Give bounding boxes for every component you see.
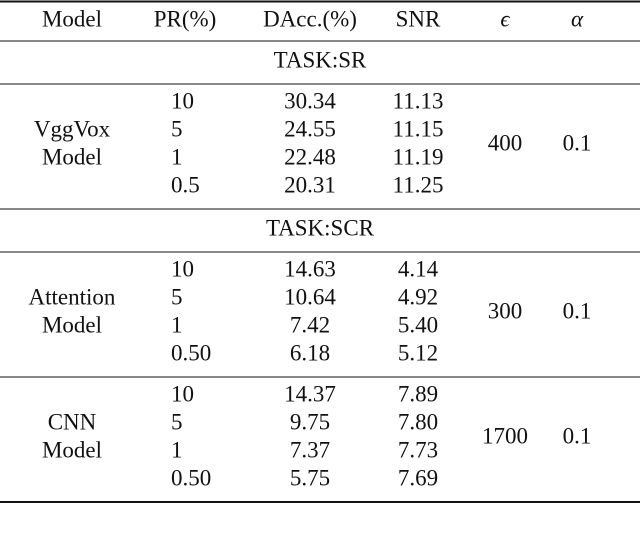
model-name: Model [42, 144, 102, 169]
alpha-cell: 0.1 [563, 423, 592, 448]
column-header: DAcc.(%) [263, 6, 357, 31]
column-header: SNR [396, 6, 441, 31]
task-label: TASK:SR [274, 47, 367, 72]
epsilon-cell: 400 [488, 130, 523, 155]
snr-cell: 7.89 [398, 381, 438, 406]
snr-cell: 5.12 [398, 340, 438, 365]
pr-cell: 5 [171, 116, 183, 141]
dacc-cell: 7.42 [290, 312, 330, 337]
dacc-cell: 5.75 [290, 465, 330, 490]
model-name: Model [42, 312, 102, 337]
pr-cell: 1 [171, 144, 183, 169]
pr-cell: 10 [171, 88, 194, 113]
snr-cell: 7.69 [398, 465, 438, 490]
dacc-cell: 9.75 [290, 409, 330, 434]
pr-cell: 1 [171, 437, 183, 462]
snr-cell: 11.15 [393, 116, 444, 141]
pr-cell: 10 [171, 256, 194, 281]
dacc-cell: 14.63 [284, 256, 336, 281]
snr-cell: 7.73 [398, 437, 438, 462]
model-name: Model [42, 437, 102, 462]
pr-cell: 5 [171, 409, 183, 434]
model-name: CNN [48, 409, 97, 434]
snr-cell: 5.40 [398, 312, 438, 337]
dacc-cell: 14.37 [284, 381, 336, 406]
dacc-cell: 30.34 [284, 88, 336, 113]
model-name: Attention [29, 284, 116, 309]
snr-cell: 4.14 [398, 256, 439, 281]
pr-cell: 0.50 [171, 465, 211, 490]
model-name: VggVox [34, 116, 111, 141]
dacc-cell: 24.55 [284, 116, 336, 141]
pr-cell: 0.50 [171, 340, 211, 365]
column-header: ϵ [500, 6, 510, 31]
snr-cell: 11.19 [393, 144, 444, 169]
dacc-cell: 22.48 [284, 144, 336, 169]
dacc-cell: 7.37 [290, 437, 330, 462]
epsilon-cell: 1700 [482, 423, 528, 448]
column-header: α [571, 6, 584, 31]
column-header: Model [42, 6, 102, 31]
dacc-cell: 6.18 [290, 340, 330, 365]
alpha-cell: 0.1 [563, 130, 592, 155]
pr-cell: 5 [171, 284, 183, 309]
task-label: TASK:SCR [266, 215, 375, 240]
pr-cell: 10 [171, 381, 194, 406]
pr-cell: 0.5 [171, 172, 200, 197]
column-header: PR(%) [154, 6, 217, 31]
alpha-cell: 0.1 [563, 298, 592, 323]
pr-cell: 1 [171, 312, 183, 337]
dacc-cell: 10.64 [284, 284, 336, 309]
snr-cell: 4.92 [398, 284, 438, 309]
snr-cell: 11.13 [393, 88, 444, 113]
snr-cell: 11.25 [393, 172, 444, 197]
dacc-cell: 20.31 [284, 172, 336, 197]
epsilon-cell: 300 [488, 298, 523, 323]
snr-cell: 7.80 [398, 409, 438, 434]
